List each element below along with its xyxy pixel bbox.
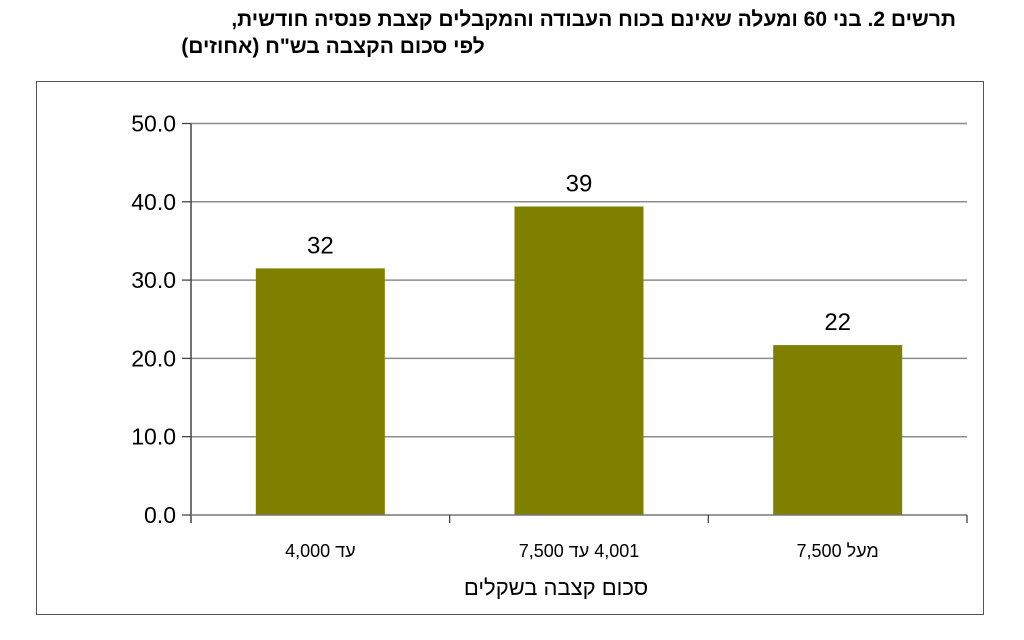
x-axis-ticks	[449, 515, 968, 523]
category-label: 4,001 עד 7,500	[519, 541, 640, 561]
bar	[514, 206, 644, 516]
axes	[190, 123, 967, 523]
y-tick-label: 0.0	[144, 502, 176, 528]
category-labels: עד 4,000 4,001 עד 7,500 מעל 7,500	[285, 541, 879, 561]
y-tick-label: 50.0	[131, 111, 176, 137]
value-label: 39	[566, 170, 593, 197]
y-tick-label: 40.0	[131, 189, 176, 215]
bar	[773, 345, 903, 515]
y-tick-label: 20.0	[131, 345, 176, 371]
chart-title-line1: תרשים 2. בני 60 ומעלה שאינם בכוח העבודה …	[231, 8, 956, 31]
chart-title-line2: לפי סכום הקצבה בש"ח (אחוזים)	[181, 35, 485, 58]
x-axis-title: סכום קצבה בשקלים	[464, 575, 648, 600]
bars	[255, 206, 903, 516]
value-labels: 32 39 22	[307, 170, 851, 336]
category-label: עד 4,000	[285, 541, 356, 561]
value-label: 22	[824, 309, 851, 336]
y-tick-label: 30.0	[131, 267, 176, 293]
y-tick-label: 10.0	[131, 424, 176, 450]
value-label: 32	[307, 232, 334, 259]
category-label: מעל 7,500	[797, 541, 879, 561]
y-axis-ticks: 0.0 10.0 20.0 30.0 40.0 50.0	[131, 111, 191, 528]
chart-title: תרשים 2. בני 60 ומעלה שאינם בכוח העבודה …	[0, 6, 956, 60]
chart-frame	[36, 81, 984, 615]
bar	[255, 268, 385, 515]
